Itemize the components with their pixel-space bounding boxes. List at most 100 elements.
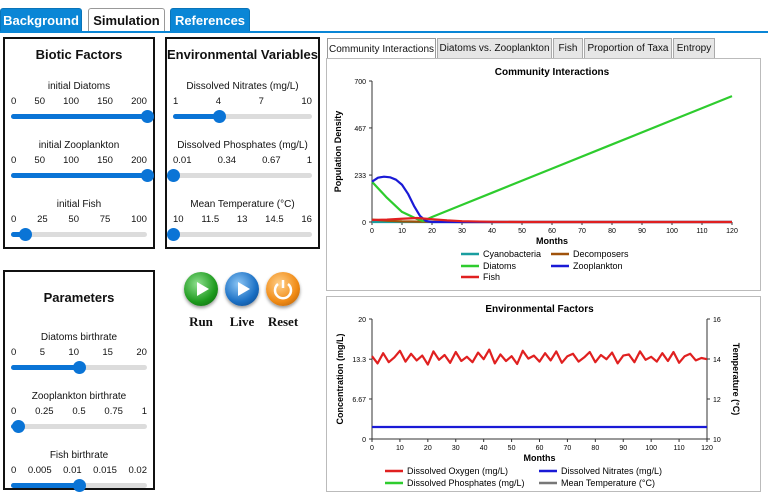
tick-label: 50	[68, 214, 79, 225]
legend-label-decomposers: Decomposers	[573, 249, 629, 259]
reset-label[interactable]: Reset	[267, 314, 299, 329]
y-right-tick-label: 10	[713, 437, 721, 444]
diatoms-birthrate-slider-handle[interactable]	[73, 361, 86, 374]
live-button[interactable]	[225, 272, 259, 306]
x-tick-label: 50	[508, 445, 516, 452]
chart-tab-fish[interactable]: Fish	[553, 38, 583, 58]
chart-tab-entropy[interactable]: Entropy	[673, 38, 715, 58]
initial-zooplankton-slider-fill	[11, 173, 147, 178]
parameters-title: Parameters	[43, 290, 115, 305]
x-tick-label: 30	[452, 445, 460, 452]
zooplankton-birthrate-slider-handle[interactable]	[11, 420, 25, 433]
tick-label: 0.75	[104, 406, 123, 417]
tick-label: 20	[136, 347, 147, 358]
y-right-tick-label: 12	[713, 397, 721, 404]
diatoms-birthrate-slider[interactable]	[11, 361, 147, 374]
dissolved-nitrates-mg-l-slider[interactable]	[173, 110, 312, 123]
run-button[interactable]	[184, 272, 218, 306]
parameters-panel: Parameters Diatoms birthrate 0 5 10 15 20 Zoop…	[3, 270, 155, 492]
zooplankton-birthrate-slider[interactable]	[11, 420, 147, 433]
run-label[interactable]: Run	[189, 314, 213, 329]
initial-fish-ticks: 0 25 50 75 100	[11, 214, 147, 225]
y-axis-label: Population Density	[333, 111, 343, 193]
tick-label: 0	[11, 406, 17, 417]
tick-label: 10	[173, 214, 184, 225]
diatoms-birthrate-label: Diatoms birthrate	[40, 332, 118, 343]
tick-label: 4	[215, 96, 222, 107]
y-tick-label: 20	[358, 317, 366, 324]
x-tick-label: 100	[666, 228, 678, 235]
x-tick-label: 30	[458, 228, 466, 235]
tick-label: 0.02	[128, 465, 147, 476]
biotic-factors-panel: Biotic Factors initial Diatoms 0 50 100 150 2…	[3, 37, 155, 249]
x-tick-label: 20	[424, 445, 432, 452]
x-tick-label: 40	[480, 445, 488, 452]
community-interactions-chart: Community Interactions 0 10 20 30 40 50 60 70 80 9…	[333, 67, 738, 282]
fish-birthrate-slider[interactable]	[11, 479, 147, 492]
diatoms-birthrate-slider-fill	[11, 365, 79, 370]
tick-label: 0.67	[262, 155, 281, 166]
tick-label: 100	[63, 96, 79, 107]
tick-label: 11.5	[201, 214, 220, 225]
tab-simulation[interactable]: Simulation	[88, 8, 165, 32]
dissolved-nitrates-mg-l-ticks: 1 4 7 10	[173, 96, 312, 107]
tick-label: 150	[97, 96, 113, 107]
tick-label: 200	[131, 96, 147, 107]
live-label[interactable]: Live	[229, 314, 255, 329]
initial-fish-slider[interactable]	[11, 228, 147, 241]
dissolved-phosphates-mg-l-slider-handle[interactable]	[167, 169, 180, 182]
chart-tab-proportion[interactable]: Proportion of Taxa	[584, 38, 672, 58]
x-axis-label: Months	[536, 236, 568, 246]
tick-label: 75	[99, 214, 111, 225]
initial-diatoms-slider[interactable]	[11, 110, 154, 123]
tab-references[interactable]: References	[170, 8, 250, 32]
dissolved-phosphates-mg-l-slider[interactable]	[167, 169, 312, 182]
tick-label: 200	[131, 155, 147, 166]
fish-birthrate-slider-fill	[11, 483, 79, 488]
series-line-zooplankton	[371, 175, 732, 224]
chart-title: Environmental Factors	[485, 304, 594, 315]
fish-birthrate-ticks: 0 0.005 0.01 0.015 0.02	[11, 465, 147, 476]
reset-button[interactable]	[266, 272, 300, 306]
fish-birthrate-label: Fish birthrate	[49, 450, 109, 461]
chart-tab-diatoms-zooplankton[interactable]: Diatoms vs. Zooplankton	[437, 38, 552, 58]
fish-birthrate-slider-handle[interactable]	[73, 479, 86, 492]
x-tick-label: 10	[398, 228, 406, 235]
mean-temperature-c-slider[interactable]	[167, 228, 312, 241]
power-icon	[273, 280, 293, 300]
initial-zooplankton-slider[interactable]	[11, 169, 154, 182]
tick-label: 15	[102, 347, 113, 358]
play-icon	[197, 282, 209, 296]
initial-fish-slider-handle[interactable]	[18, 228, 32, 241]
x-tick-label: 70	[578, 228, 586, 235]
tick-label: 1	[173, 96, 179, 107]
environmental-variables-title: Environmental Variables	[167, 47, 319, 62]
legend-label-diatoms: Diatoms	[483, 261, 517, 271]
mean-temperature-c-slider-handle[interactable]	[167, 228, 180, 241]
initial-fish-label: initial Fish	[56, 199, 102, 210]
y-tick-label: 700	[354, 79, 366, 86]
y-tick-label: 0	[362, 220, 366, 227]
environmental-factors-chart: Environmental Factors 0 10 20 30 40 50 60 70 80 90…	[335, 304, 741, 488]
tick-label: 14.5	[265, 214, 284, 225]
chart-tab-community[interactable]: Community Interactions	[327, 38, 436, 59]
environmental-variables-panel: Environmental Variables Dissolved Nitrat…	[165, 37, 320, 249]
y-axis-label: Concentration (mg/L)	[335, 334, 345, 425]
dissolved-nitrates-mg-l-slider-handle[interactable]	[213, 110, 227, 123]
tick-label: 0.5	[72, 406, 86, 417]
chart-title: Community Interactions	[495, 67, 610, 78]
legend-label-mean-temperature-c: Mean Temperature (°C)	[561, 478, 655, 488]
tick-label: 7	[258, 96, 264, 107]
tick-label: 25	[37, 214, 48, 225]
initial-fish-slider-fill	[11, 232, 25, 237]
legend-label-dissolved-nitrates-mg-l: Dissolved Nitrates (mg/L)	[561, 466, 662, 476]
dissolved-nitrates-mg-l-label: Dissolved Nitrates (mg/L)	[186, 81, 299, 92]
initial-diatoms-slider-handle[interactable]	[141, 110, 154, 123]
tab-background[interactable]: Background	[0, 8, 82, 32]
zooplankton-birthrate-label: Zooplankton birthrate	[31, 391, 127, 402]
legend-label-dissolved-phosphates-mg-l: Dissolved Phosphates (mg/L)	[407, 478, 525, 488]
tick-label: 0.01	[173, 155, 192, 166]
initial-zooplankton-slider-handle[interactable]	[141, 169, 154, 182]
legend-label-dissolved-oxygen-mg-l: Dissolved Oxygen (mg/L)	[407, 466, 508, 476]
initial-diatoms-slider-fill	[11, 114, 147, 119]
